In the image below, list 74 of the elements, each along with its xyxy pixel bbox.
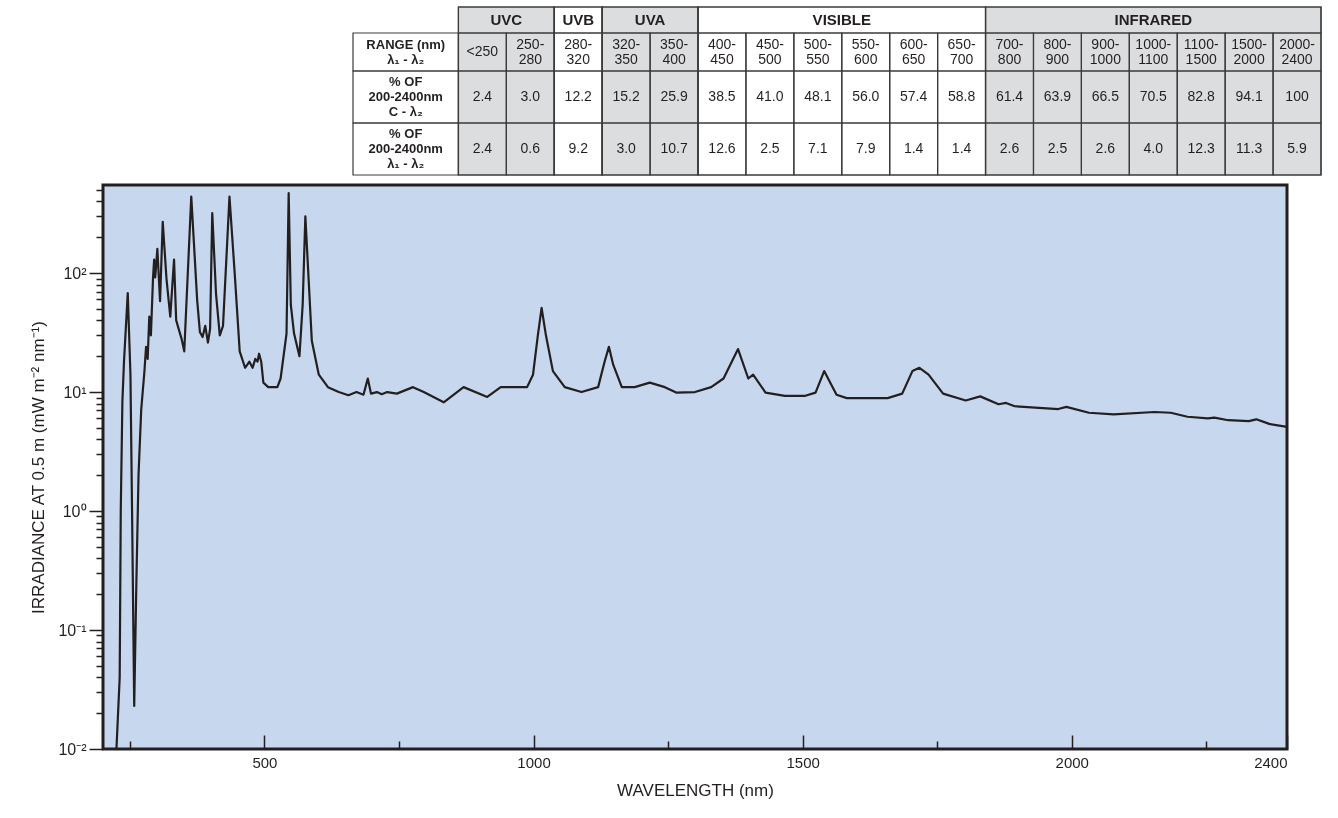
x-tick-label: 1000 (517, 753, 551, 771)
data-label: 15.2 (612, 88, 640, 104)
x-tick-label: 320-350 (612, 35, 641, 67)
x-tick-label: 350-400 (660, 35, 689, 67)
data-label: 66.5 (1091, 88, 1120, 104)
x-tick-label: 2000 (1055, 753, 1089, 771)
data-label: 12.6 (708, 140, 736, 156)
data-label: 2.6 (999, 140, 1020, 156)
x-tick-label: <250 (466, 43, 499, 59)
data-label: 100 (1285, 88, 1309, 104)
data-label: 1.4 (903, 140, 924, 156)
data-label: 70.5 (1139, 88, 1168, 104)
x-tick-label: 800-900 (1043, 35, 1072, 67)
y-tick-label: 10⁻¹ (58, 621, 87, 639)
data-label: 12.3 (1187, 140, 1216, 156)
data-label: 63.9 (1043, 88, 1072, 104)
data-label: 9.2 (568, 140, 589, 156)
x-tick-label: 250-280 (516, 35, 545, 67)
data-label: 0.6 (520, 140, 541, 156)
y-tick-label: 10¹ (63, 383, 87, 401)
x-tick-label: 2400 (1254, 753, 1288, 771)
x-tick-label: 500-550 (803, 35, 833, 67)
y-axis-title: IRRADIANCE AT 0.5 m (mW m⁻² nm⁻¹) (29, 321, 49, 614)
x-tick-label: 500 (252, 753, 278, 771)
x-tick-label: 650-700 (947, 35, 976, 67)
y-tick-label: % OF 200-2400nm λ₁ - λ₂ (368, 126, 443, 171)
x-tick-label: 1000-1100 (1135, 35, 1172, 67)
y-tick-label: % OF 200-2400nm C - λ₂ (368, 74, 443, 119)
band-label: UVC (490, 11, 523, 28)
x-tick-label: 900-1000 (1089, 35, 1122, 67)
data-label: 38.5 (708, 88, 736, 104)
x-tick-label: 280-320 (564, 35, 593, 67)
x-tick-label: 2000-2400 (1279, 35, 1316, 67)
data-label: 11.3 (1236, 140, 1263, 156)
data-label: 1.4 (951, 140, 972, 156)
data-label: 7.9 (856, 140, 876, 156)
x-tick-label: 600-650 (899, 35, 929, 67)
x-tick-label: 400-450 (707, 35, 737, 67)
data-label: 2.5 (760, 140, 780, 156)
x-tick-label: 550-600 (851, 35, 881, 67)
x-tick-label: 1500-2000 (1231, 35, 1268, 67)
data-label: 48.1 (804, 88, 832, 104)
data-label: 58.8 (947, 88, 976, 104)
x-tick-label: 1100-1500 (1183, 35, 1219, 67)
x-tick-label: 450-500 (755, 35, 785, 67)
y-tick-label: 10⁻² (58, 740, 88, 758)
band-label: UVA (634, 11, 666, 28)
data-label: 25.9 (660, 88, 688, 104)
band-label: UVB (562, 11, 595, 28)
data-label: 2.4 (472, 88, 493, 104)
data-label: 10.7 (660, 140, 688, 156)
data-label: 56.0 (852, 88, 880, 104)
band-label: INFRARED (1114, 11, 1193, 28)
y-tick-label: 10⁰ (62, 502, 87, 520)
data-label: 4.0 (1143, 140, 1164, 156)
data-label: 41.0 (756, 88, 784, 104)
band-label: VISIBLE (812, 11, 871, 28)
data-label: 5.9 (1287, 140, 1307, 156)
data-label: 3.0 (520, 88, 541, 104)
data-label: 2.4 (472, 140, 493, 156)
x-tick-label: 1500 (786, 753, 820, 771)
x-tick-label: 700-800 (995, 35, 1024, 67)
data-label: 94.1 (1235, 88, 1263, 104)
y-tick-label: 10² (63, 264, 88, 282)
x-axis-title: RANGE (nm) λ₁ - λ₂ (366, 36, 446, 67)
data-label: 7.1 (808, 140, 828, 156)
x-axis-title: WAVELENGTH (nm) (617, 780, 774, 800)
data-label: 3.0 (616, 140, 637, 156)
data-label: 57.4 (900, 88, 928, 104)
data-label: 61.4 (995, 88, 1024, 104)
data-label: 82.8 (1187, 88, 1216, 104)
data-label: 12.2 (564, 88, 593, 104)
data-label: 2.6 (1095, 140, 1116, 156)
data-label: 2.5 (1047, 140, 1068, 156)
